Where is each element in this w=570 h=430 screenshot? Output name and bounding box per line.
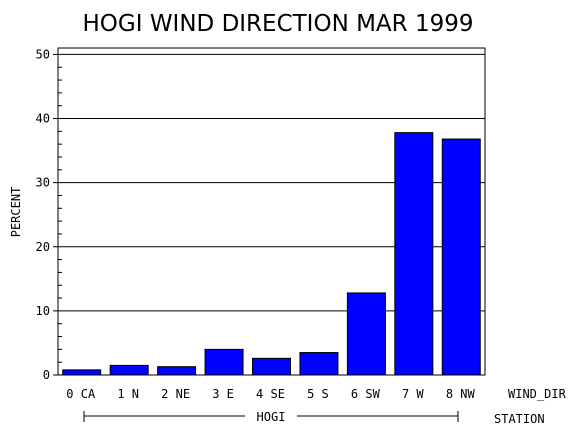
bar (252, 357, 291, 376)
station-bracket: HOGI (83, 410, 459, 424)
bar (109, 364, 149, 376)
y-tick-label: 50 (36, 47, 50, 61)
x-tick-label: 0 CA (66, 387, 96, 401)
bar (346, 292, 386, 376)
x-axis: 0 CA 1 N 2 NE 3 E 4 SE 5 S 6 SW 7 W 8 NW (66, 387, 475, 401)
y-tick-label: 10 (36, 304, 50, 318)
x-tick-label: 2 NE (161, 387, 190, 401)
x-tick-label: 6 SW (351, 387, 381, 401)
chart-title: HOGI WIND DIRECTION MAR 1999 (83, 11, 474, 37)
y-tick-label: 40 (36, 112, 50, 126)
x-axis-label: WIND_DIR (508, 387, 567, 401)
bar (62, 369, 102, 376)
bar (394, 132, 434, 376)
bar (157, 366, 197, 376)
x-tick-label: 8 NW (446, 387, 476, 401)
y-tick-label: 20 (36, 240, 50, 254)
group-axis-label: STATION (494, 412, 545, 426)
x-tick-label: 4 SE (256, 387, 285, 401)
y-axis: 0 10 20 30 40 50 (36, 47, 62, 382)
bars (62, 132, 481, 376)
x-tick-label: 7 W (402, 387, 424, 401)
y-tick-label: 30 (36, 176, 50, 190)
x-tick-label: 3 E (212, 387, 234, 401)
bar (204, 348, 244, 376)
x-tick-label: 1 N (117, 387, 139, 401)
x-tick-label: 5 S (307, 387, 329, 401)
bar (299, 352, 339, 376)
station-label: HOGI (257, 410, 286, 424)
y-tick-label: 0 (43, 368, 50, 382)
y-axis-label: PERCENT (9, 187, 23, 238)
bar (441, 138, 481, 376)
